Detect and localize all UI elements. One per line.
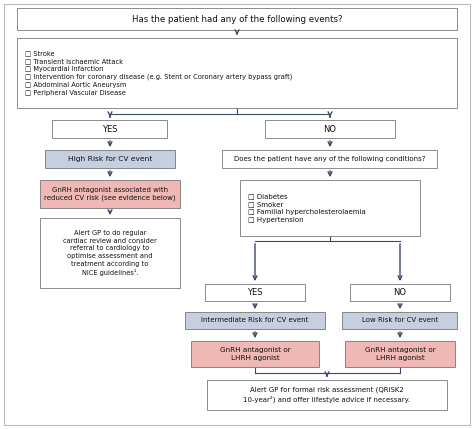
FancyBboxPatch shape [191, 341, 319, 367]
FancyBboxPatch shape [205, 284, 305, 301]
FancyBboxPatch shape [350, 284, 450, 301]
Text: High Risk for CV event: High Risk for CV event [68, 156, 152, 162]
FancyBboxPatch shape [17, 38, 457, 108]
FancyBboxPatch shape [343, 312, 457, 329]
Text: Alert GP for formal risk assessment (QRISK2
10-year²) and offer lifestyle advice: Alert GP for formal risk assessment (QRI… [244, 387, 410, 403]
Text: GnRH antagonist associated with
reduced CV risk (see evidence below): GnRH antagonist associated with reduced … [44, 187, 176, 201]
FancyBboxPatch shape [45, 150, 175, 168]
FancyBboxPatch shape [222, 150, 438, 168]
Text: GnRH antagonist or
LHRH agonist: GnRH antagonist or LHRH agonist [219, 347, 291, 361]
FancyBboxPatch shape [345, 341, 455, 367]
Text: NO: NO [393, 288, 407, 297]
Text: NO: NO [323, 124, 337, 133]
Text: □ Stroke
□ Transient Ischaemic Attack
□ Myocardial Infarction
□ Intervention for: □ Stroke □ Transient Ischaemic Attack □ … [25, 50, 292, 96]
Text: Does the patient have any of the following conditions?: Does the patient have any of the followi… [234, 156, 426, 162]
FancyBboxPatch shape [53, 120, 167, 138]
FancyBboxPatch shape [240, 180, 420, 236]
Text: YES: YES [102, 124, 118, 133]
Text: YES: YES [247, 288, 263, 297]
FancyBboxPatch shape [40, 218, 180, 288]
Text: Alert GP to do regular
cardiac review and consider
referral to cardiology to
opt: Alert GP to do regular cardiac review an… [63, 230, 157, 276]
Text: □ Diabetes
□ Smoker
□ Familial hypercholesterolaemia
□ Hypertension: □ Diabetes □ Smoker □ Familial hyperchol… [248, 193, 366, 223]
Text: Has the patient had any of the following events?: Has the patient had any of the following… [132, 15, 342, 24]
FancyBboxPatch shape [207, 380, 447, 410]
FancyBboxPatch shape [185, 312, 325, 329]
Text: GnRH antagonist or
LHRH agonist: GnRH antagonist or LHRH agonist [365, 347, 436, 361]
Text: Low Risk for CV event: Low Risk for CV event [362, 317, 438, 323]
FancyBboxPatch shape [265, 120, 395, 138]
FancyBboxPatch shape [40, 180, 180, 208]
Text: Intermediate Risk for CV event: Intermediate Risk for CV event [201, 317, 309, 323]
FancyBboxPatch shape [17, 8, 457, 30]
